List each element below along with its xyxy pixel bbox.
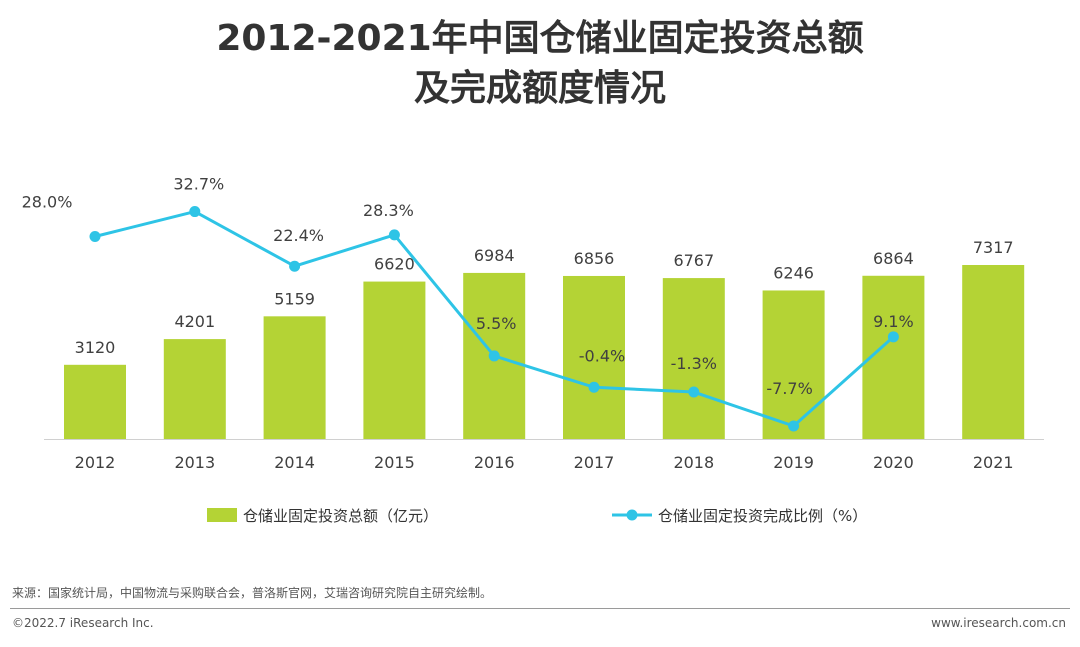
source-note: 来源：国家统计局，中国物流与采购联合会，普洛斯官网，艾瑞咨询研究院自主研究绘制。	[12, 586, 493, 600]
legend-bar-label: 仓储业固定投资总额（亿元）	[243, 507, 438, 525]
bar-value-label-2019: 6246	[773, 263, 814, 282]
rate-point-2014	[289, 260, 301, 272]
rate-point-2016	[488, 350, 500, 362]
x-tick-label-2018: 2018	[673, 453, 714, 472]
combo-chart: 2012 2013 2014 2015 2016 2017 2018 2019 2020 2021…	[22, 175, 1044, 525]
copyright: ©2022.7 iResearch Inc.	[12, 616, 154, 630]
rate-value-label-2017: -0.4%	[579, 346, 625, 365]
rate-value-label-2015: 28.3%	[363, 201, 414, 220]
x-tick-label-2015: 2015	[374, 453, 415, 472]
rate-value-label-2012: 28.0%	[22, 193, 73, 212]
bar-2015	[363, 281, 426, 439]
x-tick-label-2016: 2016	[474, 453, 515, 472]
bar-value-label-2020: 6864	[873, 249, 914, 268]
x-tick-label-2017: 2017	[574, 453, 615, 472]
bar-value-label-2013: 4201	[174, 312, 215, 331]
bar-value-label-2015: 6620	[374, 255, 415, 274]
rate-value-label-2013: 32.7%	[173, 175, 224, 194]
rate-point-2013	[189, 206, 201, 218]
chart-title-line-1: 2012-2021年中国仓储业固定投资总额	[216, 18, 864, 59]
legend-bar-swatch	[207, 508, 237, 522]
rate-value-label-2020: 9.1%	[873, 312, 914, 331]
rate-value-label-2019: -7.7%	[766, 379, 812, 398]
rate-value-label-2016: 5.5%	[476, 314, 517, 333]
x-tick-label-2012: 2012	[75, 453, 116, 472]
website-link[interactable]: www.iresearch.com.cn	[931, 616, 1066, 630]
footer-divider	[10, 608, 1070, 609]
legend-line-marker	[626, 509, 638, 521]
bar-2021	[962, 265, 1025, 439]
bar-2014	[263, 316, 326, 439]
bar-2012	[64, 364, 126, 439]
bar-value-label-2018: 6767	[673, 251, 714, 270]
bar-2018	[662, 278, 725, 439]
rate-point-2017	[588, 381, 600, 393]
bar-2019	[762, 290, 825, 439]
bar-value-label-2012: 3120	[75, 338, 116, 357]
rate-point-2015	[388, 229, 400, 241]
x-tick-label-2021: 2021	[973, 453, 1014, 472]
chart-title: 2012-2021年中国仓储业固定投资总额 及完成额度情况	[0, 14, 1080, 114]
x-tick-label-2013: 2013	[174, 453, 215, 472]
bar-value-label-2016: 6984	[474, 246, 515, 265]
bar-value-label-2014: 5159	[274, 289, 315, 308]
rate-point-2019	[788, 420, 800, 432]
bar-2020	[862, 275, 925, 439]
rate-value-label-2014: 22.4%	[273, 226, 324, 245]
rate-point-2020	[887, 331, 899, 343]
chart-title-line-2: 及完成额度情况	[413, 68, 666, 109]
bar-value-label-2017: 6856	[574, 249, 615, 268]
bar-2013	[163, 339, 226, 439]
bar-2017	[563, 275, 625, 439]
rate-point-2012	[89, 231, 101, 242]
x-tick-label-2019: 2019	[773, 453, 814, 472]
x-tick-label-2020: 2020	[873, 453, 914, 472]
x-tick-label-2014: 2014	[274, 453, 315, 472]
rate-point-2018	[688, 386, 700, 398]
bar-value-label-2021: 7317	[973, 238, 1014, 257]
rate-value-label-2018: -1.3%	[671, 354, 717, 373]
legend-line-label: 仓储业固定投资完成比例（%）	[658, 507, 867, 525]
